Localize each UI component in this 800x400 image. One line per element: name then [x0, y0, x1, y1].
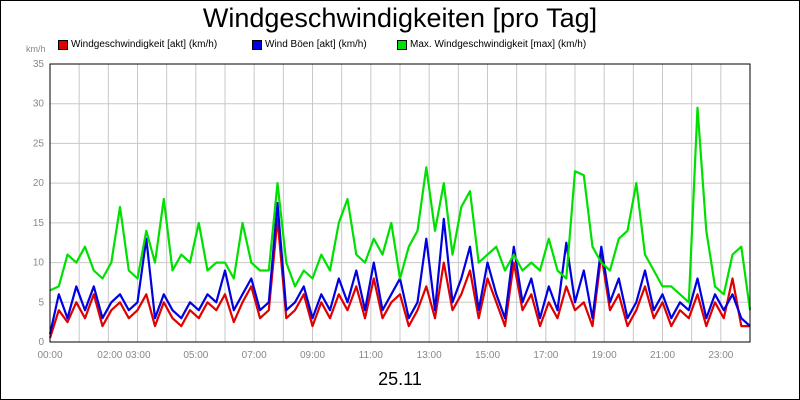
x-tick-label: 00:00	[37, 350, 62, 361]
x-tick-label: 13:00	[417, 350, 442, 361]
y-tick-label: 5	[38, 297, 44, 308]
y-tick-label: 0	[38, 337, 44, 348]
x-tick-label: 15:00	[475, 350, 500, 361]
y-tick-label: 10	[33, 258, 45, 269]
legend-item-max: Max. Windgeschwindigkeit [max] (km/h)	[397, 39, 586, 50]
y-tick-label: 25	[33, 138, 45, 149]
x-tick-label: 11:00	[359, 350, 384, 361]
x-tick-label: 17:00	[533, 350, 558, 361]
legend-label-max: Max. Windgeschwindigkeit [max] (km/h)	[410, 39, 587, 50]
x-tick-label: 21:00	[650, 350, 675, 361]
legend-swatch-akt	[58, 39, 68, 50]
y-unit-label: km/h	[26, 44, 46, 54]
x-tick-label: 02:00	[97, 350, 122, 361]
legend-item-boeen: Wind Böen [akt] (km/h)	[252, 39, 367, 50]
x-tick-label: 23:00	[708, 350, 733, 361]
legend-swatch-boeen	[252, 39, 262, 50]
x-tick-label: 03:00	[126, 350, 151, 361]
y-tick-label: 30	[33, 99, 45, 110]
legend-label-akt: Windgeschwindigkeit [akt] (km/h)	[71, 39, 218, 50]
y-tick-label: 15	[33, 218, 45, 229]
legend-label-boeen: Wind Böen [akt] (km/h)	[265, 39, 367, 50]
x-tick-label: 05:00	[183, 350, 208, 361]
x-tick-label: 19:00	[592, 350, 617, 361]
y-tick-label: 20	[33, 178, 45, 189]
legend-swatch-max	[397, 39, 407, 50]
x-tick-label: 07:00	[242, 350, 267, 361]
legend-item-akt: Windgeschwindigkeit [akt] (km/h)	[58, 39, 217, 50]
x-axis-caption: 25.11	[378, 369, 422, 389]
x-tick-label: 09:00	[300, 350, 325, 361]
series-line-akt	[48, 217, 750, 339]
chart-title: Windgeschwindigkeiten [pro Tag]	[202, 3, 598, 33]
plot-border	[49, 63, 751, 343]
y-tick-label: 35	[33, 59, 45, 70]
series-line-max	[49, 106, 752, 311]
